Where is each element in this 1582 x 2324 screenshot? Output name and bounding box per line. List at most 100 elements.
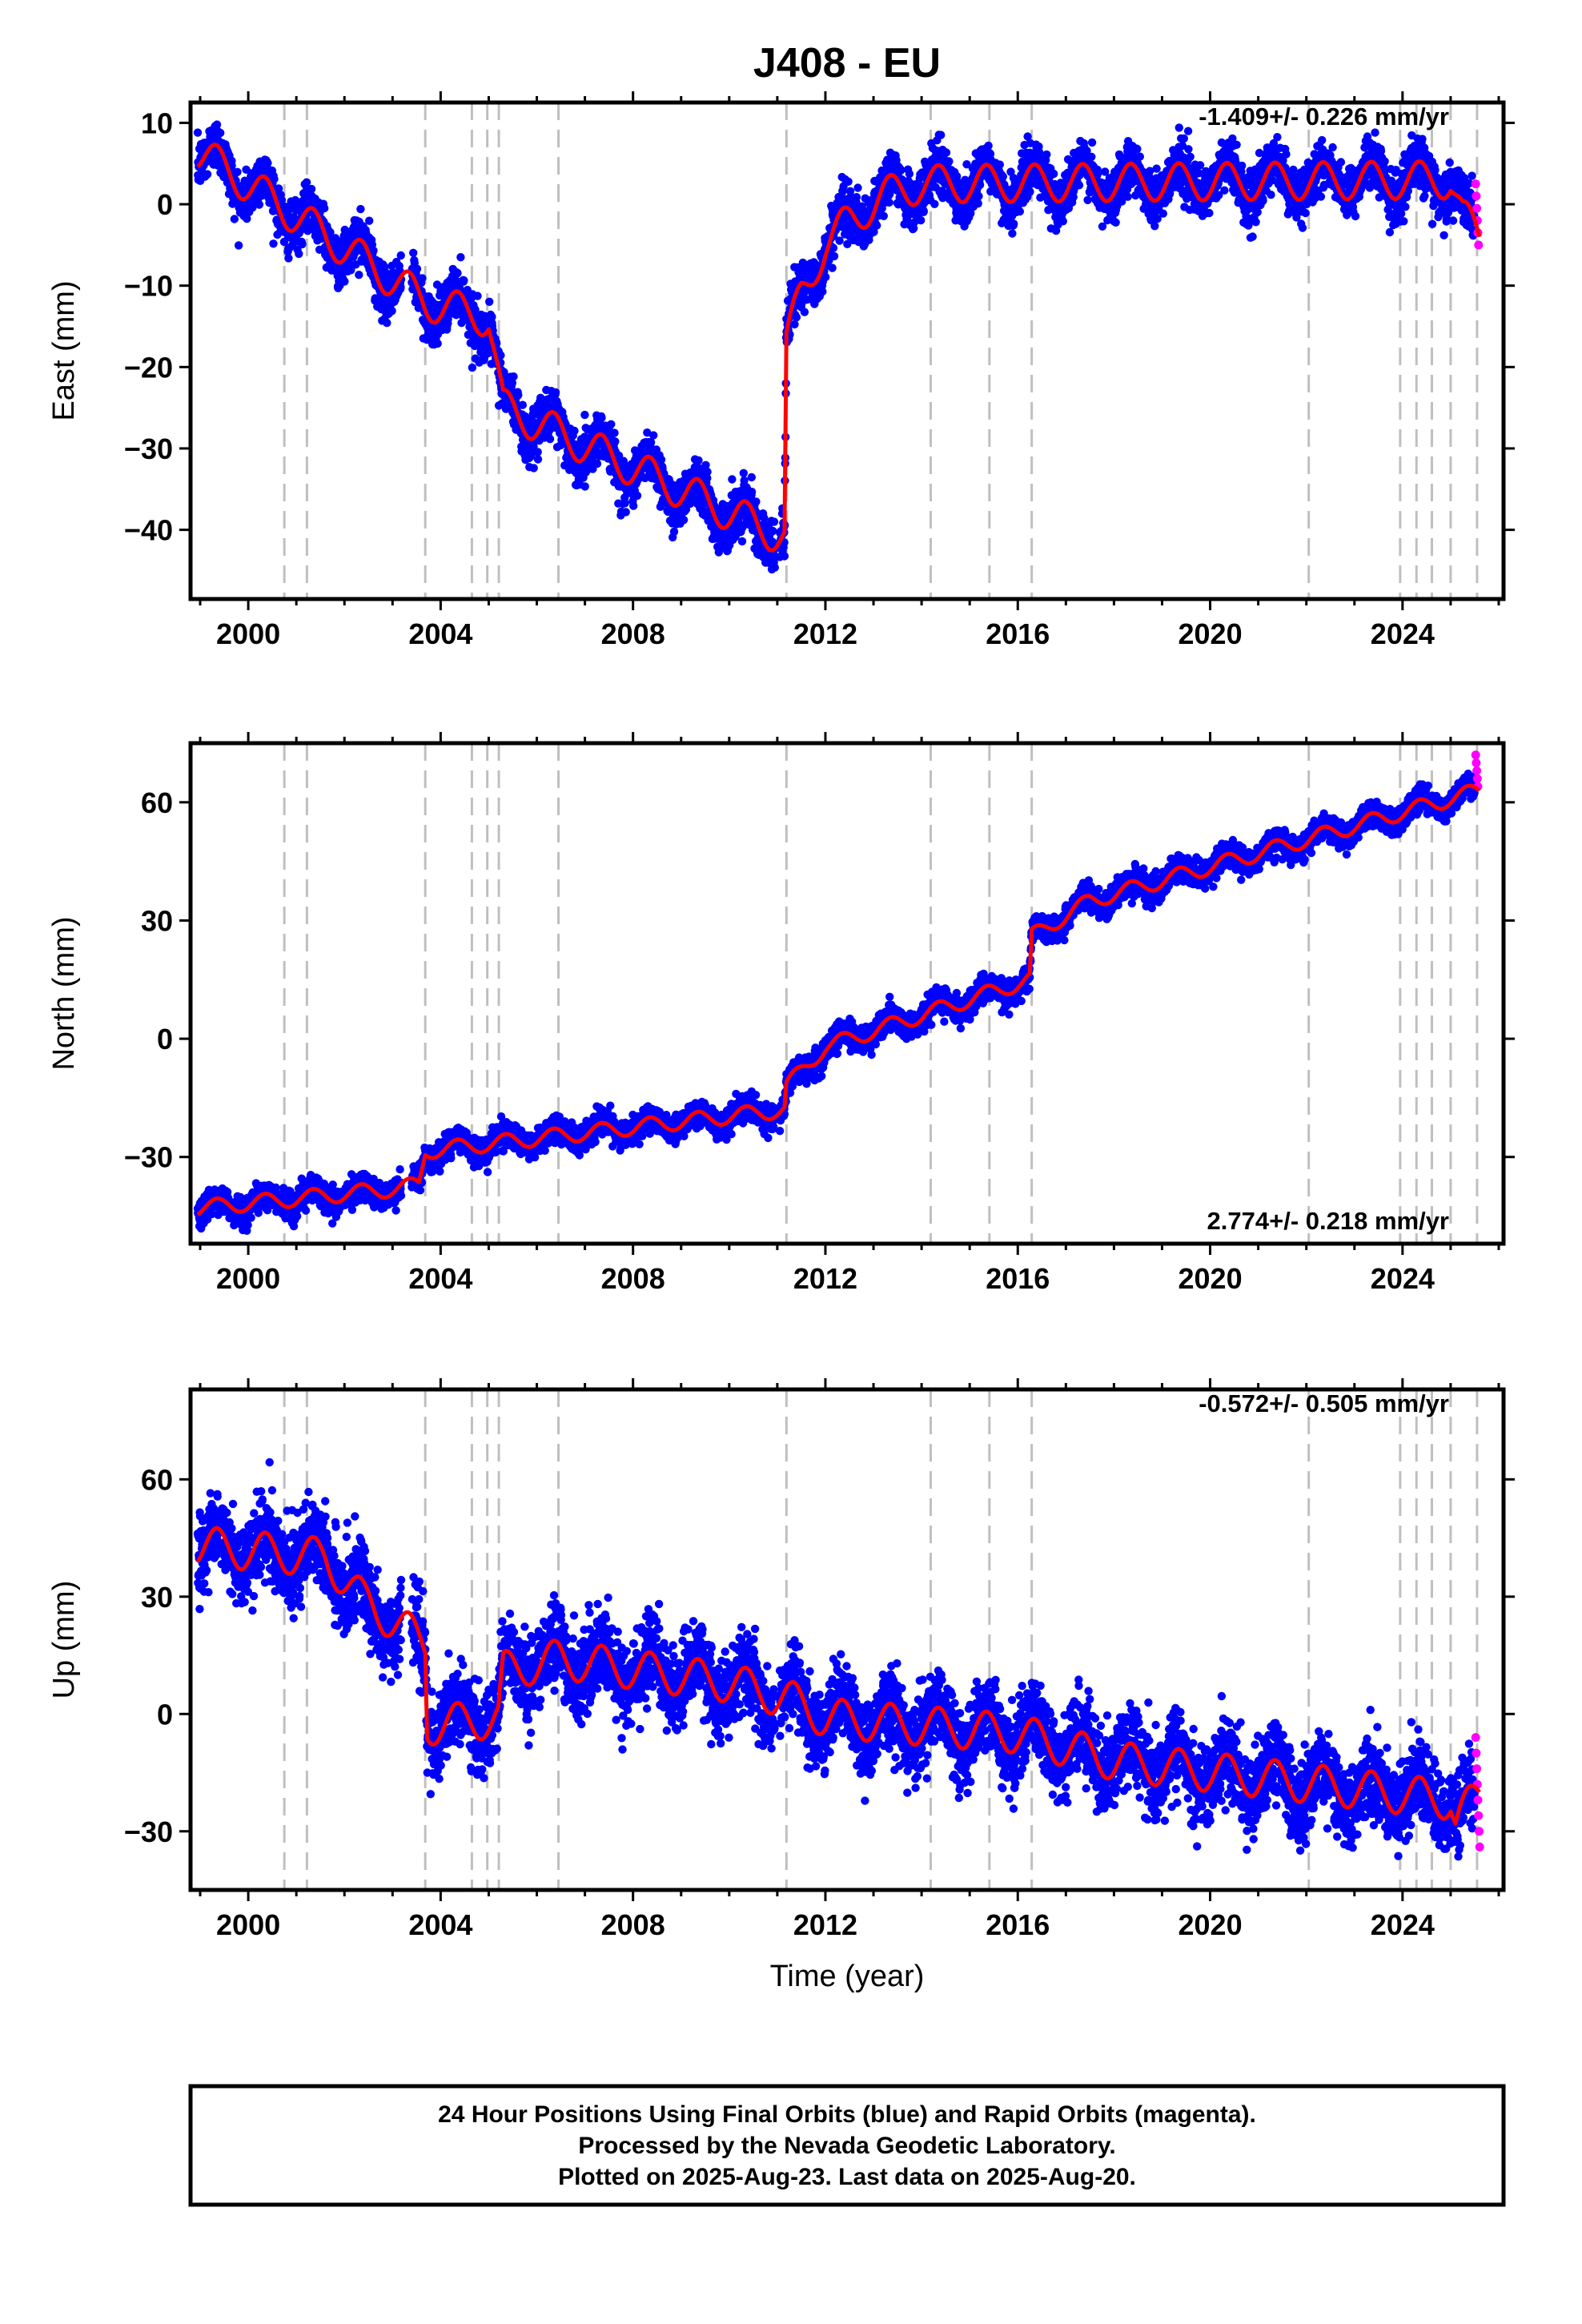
east-final-point <box>1179 134 1189 143</box>
east-final-point <box>1184 145 1193 154</box>
east-final-point <box>1083 195 1092 204</box>
east-final-point <box>514 391 523 400</box>
east-final-point <box>629 501 638 510</box>
east-final-point <box>1133 144 1142 154</box>
east-final-point <box>1087 138 1097 147</box>
east-final-point <box>1186 152 1195 161</box>
east-final-point <box>1010 219 1018 228</box>
east-final-point <box>1034 147 1044 157</box>
east-final-point <box>829 251 839 261</box>
east-final-point <box>597 413 606 422</box>
east-final-point <box>277 195 287 205</box>
east-final-point <box>1123 192 1132 201</box>
east-final-point <box>533 455 543 464</box>
east-final-point <box>533 448 542 456</box>
east-final-point <box>1205 208 1214 218</box>
east-final-point <box>620 499 629 508</box>
east-final-point <box>212 120 222 129</box>
east-final-point <box>551 388 560 397</box>
east-final-point <box>383 319 391 328</box>
east-final-point <box>230 215 239 223</box>
east-final-point <box>269 239 278 248</box>
east-final-point <box>243 214 251 223</box>
east-final-point <box>607 420 616 428</box>
east-final-point <box>326 227 335 237</box>
east-final-point <box>897 166 905 175</box>
east-final-point <box>1111 218 1120 227</box>
east-final-point <box>905 169 914 179</box>
east-final-point <box>974 199 982 208</box>
east-final-point <box>412 264 422 273</box>
east-final-point <box>340 277 349 286</box>
east-final-point <box>1158 209 1168 218</box>
east-final-point <box>1253 207 1262 217</box>
east-final-point <box>621 508 630 517</box>
east-final-point <box>409 248 418 257</box>
east-final-point <box>295 249 303 259</box>
east-final-point <box>1074 181 1084 190</box>
east-final-point <box>255 200 264 209</box>
east-final-point <box>974 191 983 201</box>
east-final-point <box>263 159 272 167</box>
east-final-point <box>1042 150 1051 159</box>
east-final-point <box>879 211 889 220</box>
east-final-point <box>780 552 789 561</box>
east-final-point <box>656 455 666 464</box>
east-final-point <box>800 308 809 316</box>
east-final-point <box>433 339 442 348</box>
east-final-point <box>1248 232 1257 241</box>
east-final-point <box>821 272 830 282</box>
east-final-point <box>852 193 861 202</box>
east-final-point <box>769 517 779 526</box>
east-final-point <box>632 491 642 501</box>
east-final-point <box>1152 164 1161 173</box>
east-final-point <box>356 204 365 214</box>
figure-title: J408 - EU <box>753 40 941 86</box>
east-final-point <box>930 199 939 208</box>
east-final-point <box>545 435 555 444</box>
east-final-point <box>752 497 761 506</box>
east-final-point <box>1015 207 1025 216</box>
east-final-point <box>1026 187 1034 196</box>
east-final-point <box>418 274 427 283</box>
east-final-point <box>509 372 518 381</box>
east-final-point <box>1058 217 1068 226</box>
east-final-point <box>460 276 468 285</box>
east-final-point <box>942 148 951 157</box>
east-final-point <box>669 527 679 537</box>
east-final-point <box>307 184 316 194</box>
east-final-point <box>355 271 363 279</box>
east-final-point <box>828 263 837 272</box>
east-final-point <box>473 292 482 300</box>
east-final-point <box>216 128 225 138</box>
east-final-point <box>580 410 589 420</box>
east-final-point <box>1050 169 1058 179</box>
east-final-point <box>518 400 527 409</box>
east-final-point <box>919 207 929 215</box>
east-final-point <box>769 526 777 536</box>
east-final-point <box>649 431 658 440</box>
east-final-point <box>747 472 756 482</box>
east-final-point <box>1238 161 1247 171</box>
east-final-point <box>284 254 293 263</box>
east-final-point <box>995 160 1005 169</box>
east-final-point <box>611 437 620 446</box>
east-final-point <box>234 241 243 250</box>
east-final-point <box>203 170 212 179</box>
east-final-point <box>853 183 862 192</box>
east-final-point <box>885 198 893 207</box>
east-final-point <box>739 468 748 477</box>
east-final-point <box>580 482 589 491</box>
east-final-point <box>998 172 1008 181</box>
east-final-point <box>737 537 747 546</box>
east-final-point <box>1232 140 1241 149</box>
east-final-point <box>1135 152 1145 161</box>
east-final-point <box>760 513 769 523</box>
east-final-point <box>1174 123 1184 132</box>
east-final-point <box>369 246 378 255</box>
east-final-point <box>193 128 203 137</box>
east-final-point <box>1183 127 1193 135</box>
east-final-point <box>1093 170 1102 179</box>
east-final-point <box>320 203 329 213</box>
east-final-point <box>302 178 311 187</box>
